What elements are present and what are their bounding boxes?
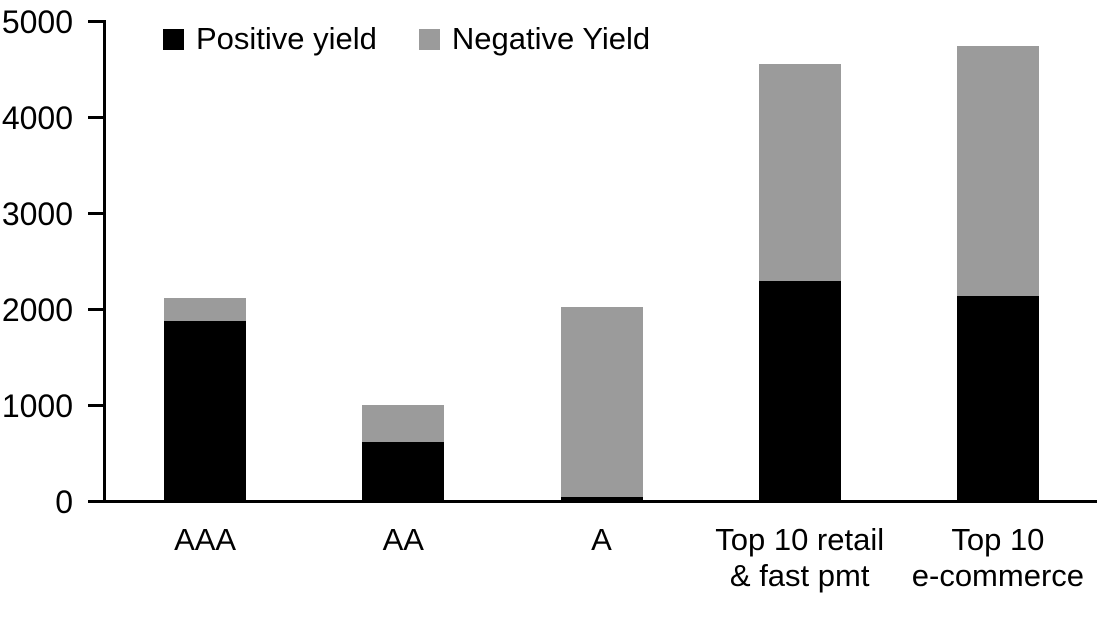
bar-a-negative-yield-segment [560, 307, 643, 498]
bar-a-positive-yield-segment [560, 497, 643, 502]
x-axis-label-top-10-e-commerce: Top 10 e-commerce [911, 522, 1085, 593]
x-axis-label-a: A [591, 522, 612, 557]
negative-yield-swatch-icon [418, 28, 440, 50]
bar-aaa-positive-yield-segment [164, 320, 247, 502]
y-axis-tick-0 [88, 500, 106, 503]
y-axis-tick-label-5000: 5000 [1, 4, 73, 40]
positive-yield-swatch-icon [163, 28, 184, 50]
bar-aa-negative-yield-segment [362, 405, 445, 443]
y-axis-tick-4000 [88, 116, 106, 119]
y-axis-tick-label-4000: 4000 [1, 100, 73, 136]
legend-item-positive-yield: Positive yield [163, 22, 377, 56]
y-axis-tick-5000 [88, 20, 106, 23]
x-axis-label-top-10-retail-fast-pmt: Top 10 retail & fast pmt [715, 522, 885, 593]
y-axis-tick-label-0: 0 [55, 484, 73, 520]
chart-legend: Positive yield Negative Yield [163, 22, 650, 56]
bar-top-10-e-commerce-positive-yield-segment [956, 295, 1039, 502]
x-axis-line [103, 500, 1097, 503]
y-axis-line [103, 20, 106, 503]
legend-item-negative-yield: Negative Yield [418, 21, 651, 56]
y-axis-tick-label-2000: 2000 [1, 292, 73, 328]
y-axis-tick-3000 [88, 212, 106, 215]
x-axis-label-aaa: AAA [174, 522, 237, 557]
bar-aaa-negative-yield-segment [164, 298, 247, 321]
bar-top-10-e-commerce-negative-yield-segment [956, 46, 1039, 296]
legend-label-negative-yield: Negative Yield [451, 21, 651, 56]
bar-aa-positive-yield-segment [362, 442, 445, 502]
bar-top-10-retail-fast-pmt-negative-yield-segment [758, 64, 841, 282]
y-axis-tick-1000 [88, 404, 106, 407]
y-axis-tick-2000 [88, 308, 106, 311]
legend-label-positive-yield: Positive yield [196, 21, 377, 56]
x-axis-label-aa: AA [382, 522, 424, 557]
y-axis-tick-label-1000: 1000 [1, 388, 73, 424]
bar-top-10-retail-fast-pmt-positive-yield-segment [758, 281, 841, 502]
y-axis-tick-label-3000: 3000 [1, 196, 73, 232]
